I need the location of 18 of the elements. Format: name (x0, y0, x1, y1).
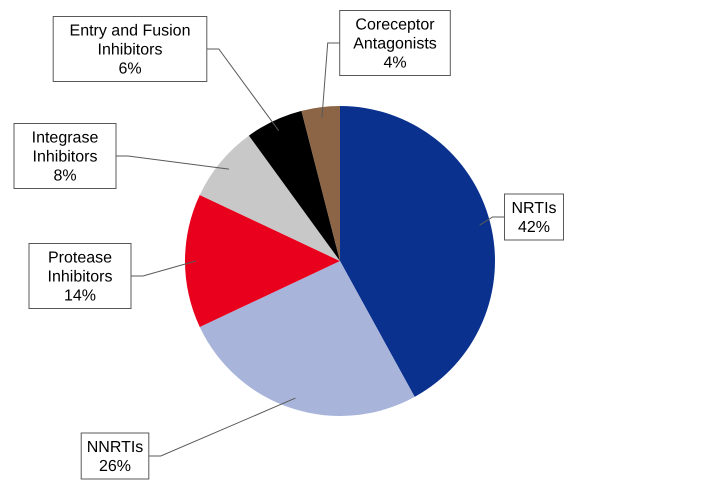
data-label: 6% (118, 60, 142, 78)
data-label: 8% (53, 168, 77, 184)
pie-slice (200, 136, 340, 261)
slice-label: NNRTIs (86, 439, 144, 456)
pie-slice (301, 106, 340, 261)
slice-label: Protease Inhibitors (48, 250, 112, 286)
pie-slice (185, 195, 340, 327)
data-label: 14% (64, 288, 96, 304)
pie-slice (200, 261, 415, 416)
data-label: 4% (383, 54, 407, 72)
slice-label: Coreceptor Antagonists (353, 16, 437, 52)
data-label: 42% (518, 219, 550, 236)
pie-slice (340, 106, 495, 397)
data-label: 26% (98, 458, 132, 475)
slice-label: NRTIs (511, 200, 557, 217)
slice-label: Entry and Fusion Inhibitors (70, 22, 190, 58)
pie-slice (248, 110, 340, 261)
slice-label: Integrase Inhibitors (32, 130, 98, 166)
